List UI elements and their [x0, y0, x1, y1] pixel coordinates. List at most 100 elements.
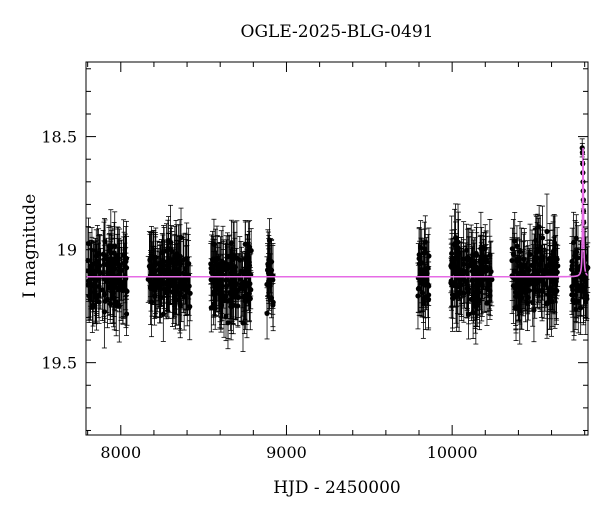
model-curve-layer: [86, 147, 589, 278]
data-point: [246, 259, 252, 265]
data-point: [415, 293, 421, 299]
data-point: [422, 246, 428, 252]
data-point: [473, 286, 480, 292]
data-point: [240, 320, 246, 326]
data-point: [110, 290, 116, 297]
data-point: [106, 256, 112, 262]
data-point: [156, 267, 162, 273]
data-point: [532, 288, 538, 294]
data-point: [214, 283, 220, 289]
data-point: [520, 269, 526, 275]
data-point: [120, 252, 127, 258]
data-point: [469, 268, 475, 274]
data-point: [472, 259, 478, 266]
data-point: [116, 262, 122, 268]
data-point: [510, 251, 516, 257]
data-point: [209, 256, 216, 263]
data-point: [113, 299, 119, 305]
data-point: [469, 277, 475, 284]
data-point: [87, 290, 93, 296]
data-point: [111, 284, 117, 290]
data-point: [232, 294, 238, 300]
data-point: [123, 265, 130, 271]
data-point: [547, 288, 553, 294]
data-point: [235, 303, 241, 309]
data-point: [531, 281, 537, 287]
data-point: [534, 255, 540, 261]
data-point: [547, 257, 553, 263]
data-point: [155, 279, 162, 285]
data-point: [452, 264, 458, 270]
data-point: [524, 300, 531, 306]
data-point: [242, 256, 249, 262]
data-point: [179, 286, 185, 292]
data-point: [145, 276, 151, 282]
data-point: [101, 309, 107, 315]
data-point: [161, 262, 167, 268]
x-axis-label: HJD - 2450000: [273, 478, 401, 498]
data-point: [461, 261, 467, 267]
data-point: [514, 243, 520, 249]
data-point: [470, 264, 477, 270]
data-point: [552, 287, 558, 293]
data-point: [422, 239, 428, 245]
data-point: [149, 268, 156, 274]
data-point: [573, 235, 579, 241]
data-point: [230, 277, 236, 283]
data-point: [424, 277, 430, 283]
data-point: [530, 299, 536, 306]
data-point: [161, 269, 167, 275]
data-point: [157, 294, 163, 300]
data-point: [418, 244, 424, 251]
data-point: [551, 271, 557, 277]
data-point: [186, 283, 192, 289]
data-point: [169, 278, 175, 284]
data-point: [484, 300, 490, 306]
data-point: [459, 272, 466, 278]
data-point: [569, 258, 575, 265]
chart-title: OGLE-2025-BLG-0491: [240, 22, 434, 42]
data-point: [210, 276, 216, 282]
data-point: [582, 278, 588, 284]
data-point: [527, 251, 533, 258]
data-point: [242, 241, 248, 247]
data-point: [212, 305, 218, 311]
data-point: [224, 283, 230, 289]
data-point: [459, 281, 465, 288]
data-point: [178, 234, 184, 241]
data-point: [177, 303, 183, 309]
data-point: [116, 303, 122, 309]
data-point: [179, 277, 185, 283]
data-point: [228, 304, 234, 310]
data-point: [182, 266, 188, 272]
data-point: [113, 278, 119, 284]
data-point: [476, 280, 482, 286]
data-point: [542, 281, 548, 287]
data-point: [266, 278, 272, 284]
data-point: [85, 240, 92, 247]
data-point: [104, 297, 111, 303]
data-point: [97, 269, 103, 276]
data-point: [268, 259, 275, 265]
data-point: [264, 310, 270, 316]
data-point: [552, 240, 558, 247]
data-point: [174, 270, 181, 276]
data-point: [470, 252, 476, 258]
data-point: [455, 245, 461, 251]
data-point: [509, 246, 515, 252]
data-point: [102, 238, 108, 245]
data-point: [416, 261, 423, 267]
data-point: [416, 252, 422, 258]
data-point: [477, 258, 483, 264]
data-point: [526, 281, 533, 287]
data-point: [214, 256, 220, 262]
data-point: [95, 250, 102, 257]
data-point: [419, 290, 425, 296]
data-point: [85, 257, 91, 264]
data-point: [474, 294, 480, 300]
data-point: [449, 250, 455, 257]
data-point: [232, 264, 238, 270]
data-point: [265, 268, 271, 274]
